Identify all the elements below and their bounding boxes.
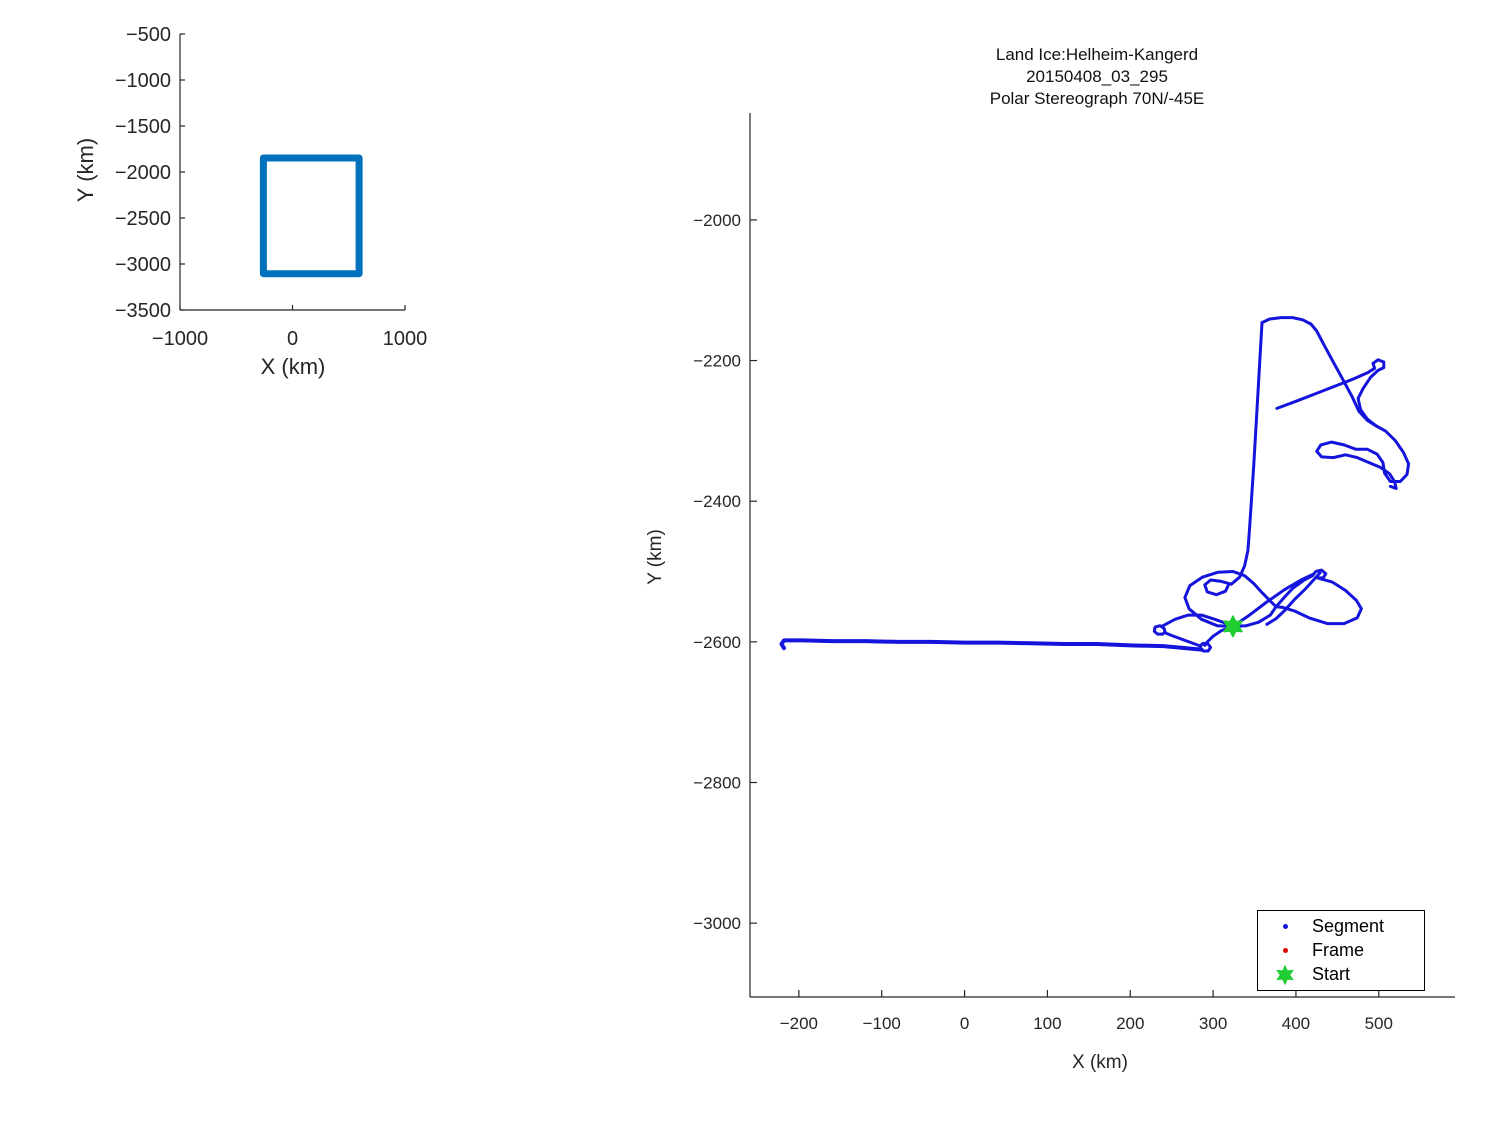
inset-x-axis-label: X (km) [260, 354, 326, 379]
legend: Segment Frame Start [1257, 910, 1425, 991]
svg-text:200: 200 [1116, 1014, 1144, 1033]
title-line-2: 20150408_03_295 [1026, 67, 1168, 86]
track-cross-diagonal-with-loop [1275, 358, 1386, 428]
svg-text:1000: 1000 [383, 328, 428, 350]
legend-item-segment: Segment [1258, 914, 1424, 938]
svg-text:−2800: −2800 [693, 773, 741, 792]
svg-text:−2500: −2500 [115, 208, 171, 230]
svg-text:400: 400 [1282, 1014, 1310, 1033]
main-x-axis-label: X (km) [1072, 1052, 1128, 1073]
track-east-squiggle [1315, 424, 1411, 490]
main-plot: −200 −100 0 100 200 300 400 500 −3000 −2800 −2600 −… [693, 113, 1455, 1033]
title-line-3: Polar Stereograph 70N/-45E [989, 89, 1205, 108]
track-summit-arc [1260, 316, 1378, 428]
track-north-leg [1203, 321, 1264, 597]
svg-text:100: 100 [1033, 1014, 1061, 1033]
inset-plot: −1000 0 1000 −3500 −3000 −2500 −2000 −1500 −1000… [115, 24, 427, 350]
legend-label-segment: Segment [1312, 915, 1385, 936]
start-hexagram-icon [1258, 964, 1312, 986]
inset-y-axis-label: Y (km) [73, 137, 98, 203]
svg-text:−100: −100 [863, 1014, 901, 1033]
svg-text:−3000: −3000 [693, 914, 741, 933]
svg-text:0: 0 [287, 328, 298, 350]
start-marker [1223, 615, 1243, 638]
svg-text:−2200: −2200 [693, 351, 741, 370]
segment-dot-icon [1258, 923, 1312, 929]
chart-title: Land Ice:Helheim-Kangerd 20150408_03_295… [847, 44, 1347, 110]
svg-text:0: 0 [960, 1014, 969, 1033]
svg-text:300: 300 [1199, 1014, 1227, 1033]
legend-item-frame: Frame [1258, 938, 1424, 962]
legend-item-start: Start [1258, 963, 1424, 987]
track-start-diagonal-out [1231, 572, 1315, 628]
svg-text:−3000: −3000 [115, 254, 171, 276]
track-link-between-loops [1163, 631, 1203, 648]
legend-label-frame: Frame [1312, 939, 1365, 960]
track-main-view-coverage-box [259, 154, 363, 278]
legend-label-start: Start [1312, 964, 1351, 985]
track-transit-line [779, 638, 1204, 652]
svg-text:−1000: −1000 [152, 328, 208, 350]
svg-text:−3500: −3500 [115, 300, 171, 322]
svg-text:−2000: −2000 [115, 162, 171, 184]
title-line-1: Land Ice:Helheim-Kangerd [995, 45, 1199, 64]
frame-dot-icon [1258, 947, 1312, 953]
track-east-flower-loop [1274, 568, 1363, 626]
main-y-axis-label: Y (km) [645, 529, 666, 585]
svg-text:500: 500 [1365, 1014, 1393, 1033]
svg-text:−1500: −1500 [115, 116, 171, 138]
svg-text:−2000: −2000 [693, 211, 741, 230]
track-circle-diagonal-back [1265, 571, 1322, 626]
svg-text:−500: −500 [126, 24, 171, 46]
svg-text:−2400: −2400 [693, 492, 741, 511]
svg-text:−1000: −1000 [115, 70, 171, 92]
svg-text:−200: −200 [780, 1014, 818, 1033]
track-west-flower-loop [1183, 570, 1278, 628]
svg-text:−2600: −2600 [693, 633, 741, 652]
track-turn-loop-west [1152, 624, 1167, 636]
